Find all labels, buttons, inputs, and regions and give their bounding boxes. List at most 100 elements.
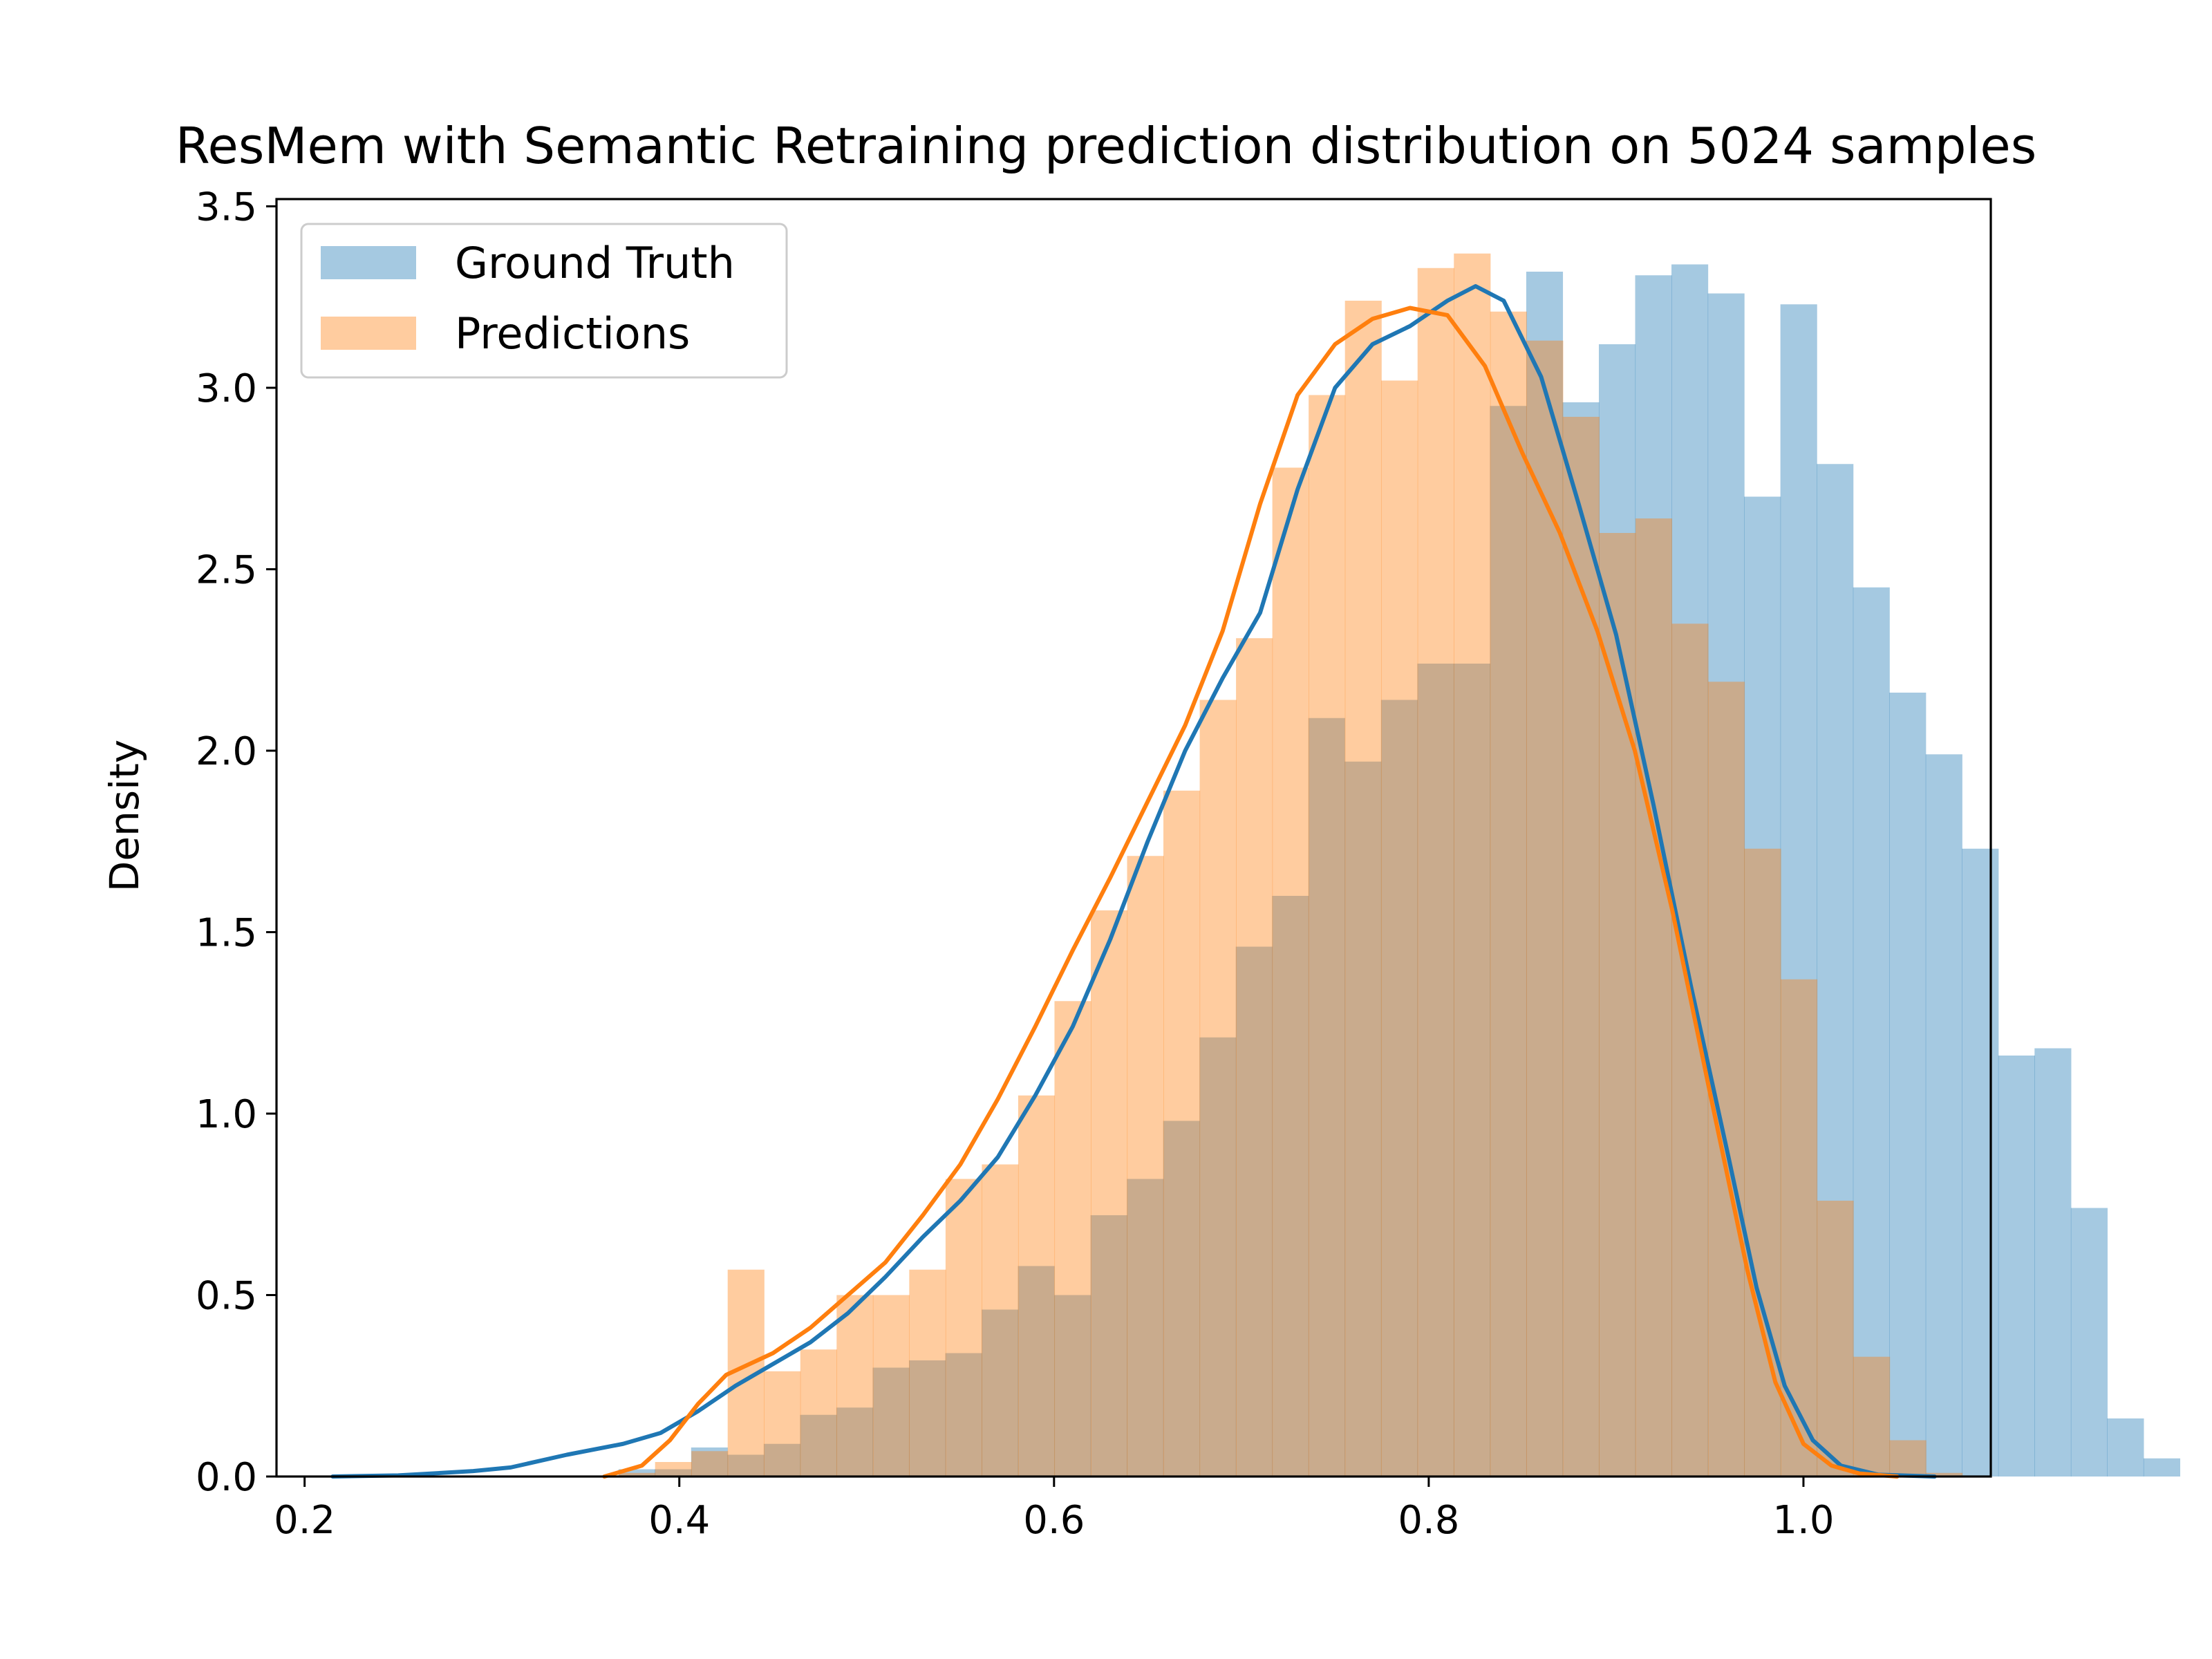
bar-predictions xyxy=(691,1451,729,1477)
bar-predictions xyxy=(1744,848,1781,1477)
bar-ground-truth xyxy=(800,1414,837,1477)
bar-ground-truth xyxy=(1163,1121,1200,1477)
bar-predictions xyxy=(909,1269,946,1477)
y-tick-label: 2.5 xyxy=(196,548,257,593)
bar-ground-truth xyxy=(1018,1266,1055,1477)
bar-predictions xyxy=(1926,1472,1963,1477)
chart-title: ResMem with Semantic Retraining predicti… xyxy=(176,117,2036,175)
bar-ground-truth xyxy=(1998,1056,2035,1477)
bar-ground-truth xyxy=(1925,754,1962,1477)
bar-ground-truth xyxy=(1562,402,1600,1477)
bar-predictions xyxy=(1454,253,1491,1477)
legend-label-ground-truth: Ground Truth xyxy=(455,238,735,288)
bar-predictions xyxy=(1707,682,1745,1477)
axes-frame xyxy=(275,198,1992,1478)
bar-ground-truth xyxy=(1235,946,1273,1477)
bar-ground-truth xyxy=(1054,1295,1091,1477)
x-tick-label: 0.4 xyxy=(648,1498,710,1543)
histogram-bars xyxy=(618,253,2181,1477)
kde-curves xyxy=(330,284,1937,1479)
y-tick-label: 1.0 xyxy=(196,1092,257,1137)
bar-predictions xyxy=(1054,1001,1091,1477)
bar-ground-truth xyxy=(618,1469,655,1477)
legend-label-predictions: Predictions xyxy=(455,308,690,359)
bar-ground-truth xyxy=(1817,464,1854,1477)
bar-ground-truth xyxy=(1490,406,1527,1477)
legend-frame xyxy=(300,223,788,379)
bar-ground-truth xyxy=(1853,587,1890,1477)
bar-ground-truth xyxy=(1598,344,1636,1477)
y-tick-label: 3.5 xyxy=(196,185,257,230)
x-tick-label: 0.2 xyxy=(274,1498,335,1543)
x-tick-label: 0.6 xyxy=(1023,1498,1085,1543)
bar-predictions xyxy=(1817,1201,1854,1477)
bar-predictions xyxy=(1853,1356,1891,1477)
bar-ground-truth xyxy=(2034,1048,2072,1477)
x-tick-label: 1.0 xyxy=(1772,1498,1834,1543)
bar-predictions xyxy=(1381,380,1418,1477)
bar-ground-truth xyxy=(1707,293,1745,1477)
bar-ground-truth xyxy=(763,1443,800,1477)
bar-predictions xyxy=(1490,311,1527,1477)
bar-predictions xyxy=(1344,301,1382,1477)
y-tick-label: 2.0 xyxy=(196,729,257,774)
bar-ground-truth xyxy=(1344,761,1382,1477)
legend-swatch-predictions xyxy=(321,317,416,350)
bar-ground-truth xyxy=(1199,1037,1237,1477)
bar-predictions xyxy=(1417,268,1454,1477)
legend-swatch-ground-truth xyxy=(321,246,416,279)
bar-ground-truth xyxy=(908,1360,946,1477)
bar-ground-truth xyxy=(872,1367,910,1477)
bar-predictions xyxy=(1090,910,1128,1477)
bar-predictions xyxy=(945,1179,983,1477)
y-axis-label: Density xyxy=(101,740,148,892)
bar-ground-truth xyxy=(1272,896,1309,1477)
bar-predictions xyxy=(872,1295,910,1477)
bar-predictions xyxy=(1309,395,1346,1477)
bar-predictions xyxy=(1889,1440,1927,1477)
y-tick-label: 0.5 xyxy=(196,1274,257,1319)
y-tick-label: 3.0 xyxy=(196,366,257,411)
bar-predictions xyxy=(982,1164,1019,1477)
bar-ground-truth xyxy=(2107,1418,2144,1477)
bar-predictions xyxy=(1127,856,1164,1477)
y-tick-label: 1.5 xyxy=(196,911,257,956)
bar-ground-truth xyxy=(982,1309,1019,1477)
bar-predictions xyxy=(1526,340,1564,1477)
bar-predictions xyxy=(800,1349,837,1477)
bar-ground-truth xyxy=(1127,1179,1164,1477)
bar-ground-truth xyxy=(1780,304,1817,1477)
bar-ground-truth xyxy=(1453,664,1491,1477)
bar-predictions xyxy=(619,1472,656,1477)
bar-ground-truth xyxy=(727,1454,765,1477)
bar-ground-truth xyxy=(1671,264,1709,1477)
bar-ground-truth xyxy=(2143,1458,2181,1477)
plot-area xyxy=(275,198,2181,1479)
bar-ground-truth xyxy=(945,1353,982,1477)
bar-ground-truth xyxy=(1417,664,1454,1477)
bar-ground-truth xyxy=(1090,1215,1127,1477)
bar-ground-truth xyxy=(836,1407,874,1477)
kde-curve-predictions xyxy=(602,306,1900,1479)
legend: Ground Truth Predictions xyxy=(300,223,788,379)
bar-predictions xyxy=(836,1295,874,1477)
bar-predictions xyxy=(1236,638,1273,1477)
bar-ground-truth xyxy=(1380,700,1418,1477)
bar-ground-truth xyxy=(1889,693,1927,1477)
bar-predictions xyxy=(1599,533,1636,1477)
bar-predictions xyxy=(1199,700,1237,1477)
bar-predictions xyxy=(1272,467,1309,1477)
bar-predictions xyxy=(1562,417,1600,1477)
bar-predictions xyxy=(1635,518,1673,1477)
bar-ground-truth xyxy=(1308,718,1345,1477)
x-axis-ticks: 0.2 0.4 0.6 0.8 1.0 xyxy=(274,1477,1834,1543)
bar-predictions xyxy=(1018,1095,1056,1477)
bar-ground-truth xyxy=(2070,1208,2108,1477)
y-axis-ticks: 0.0 0.5 1.0 1.5 2.0 2.5 3.0 3.5 xyxy=(196,185,276,1500)
y-tick-label: 0.0 xyxy=(196,1455,257,1500)
bar-ground-truth xyxy=(691,1447,728,1477)
x-tick-label: 0.8 xyxy=(1398,1498,1459,1543)
bar-predictions xyxy=(764,1371,801,1477)
bar-predictions xyxy=(655,1462,692,1477)
